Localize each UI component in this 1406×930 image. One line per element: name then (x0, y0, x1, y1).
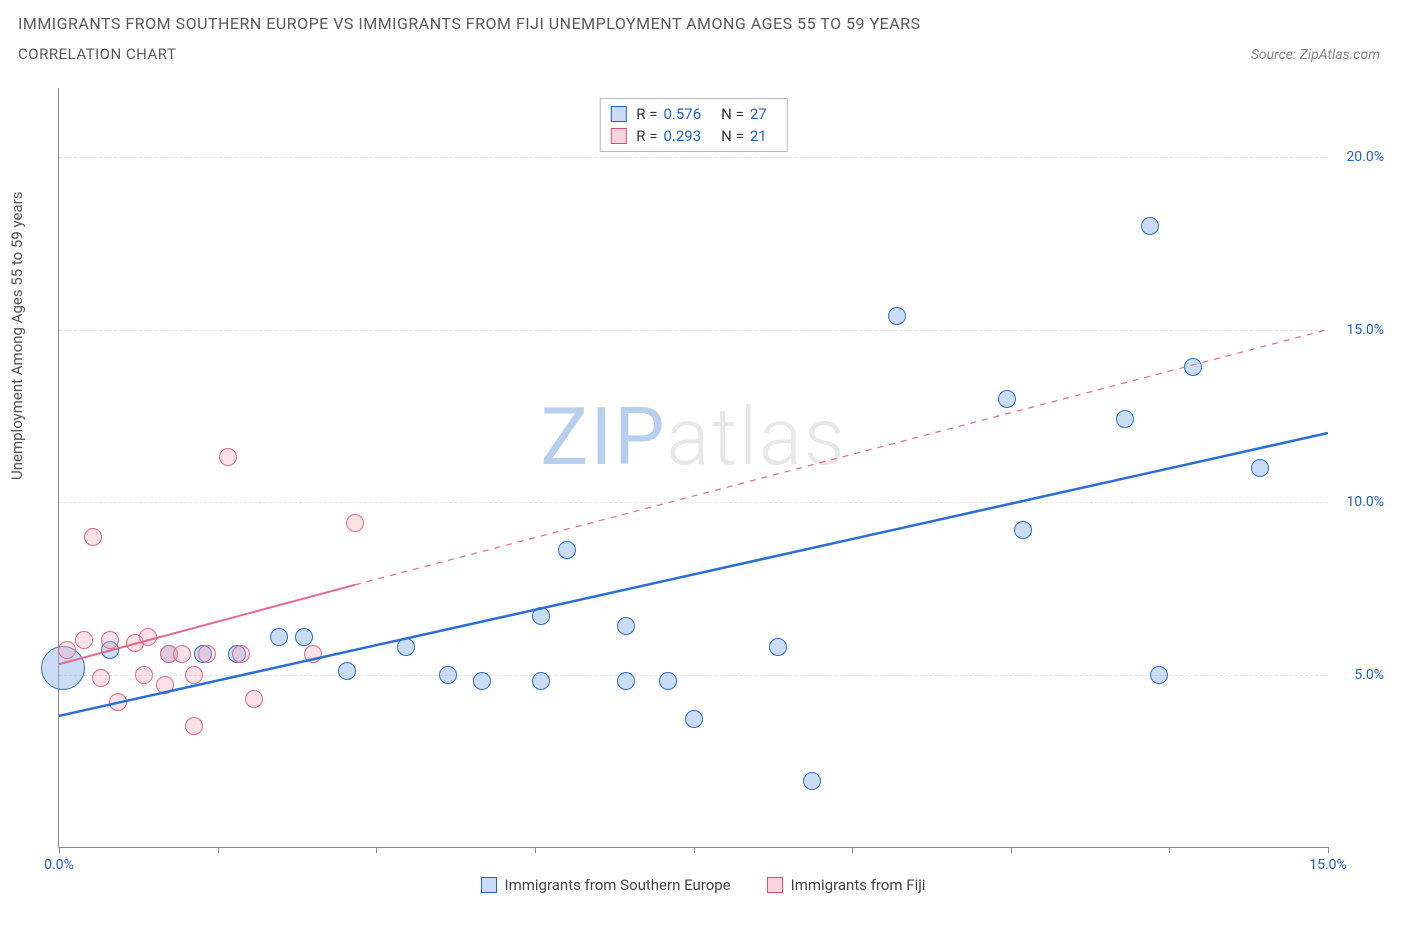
data-point (139, 628, 157, 646)
data-point (338, 662, 356, 680)
y-axis-label: Unemployment Among Ages 55 to 59 years (8, 192, 26, 480)
data-point (1150, 666, 1168, 684)
data-point (58, 641, 76, 659)
legend-n-pink: 21 (750, 125, 767, 147)
data-point (1184, 358, 1202, 376)
data-point (769, 638, 787, 656)
data-point (84, 528, 102, 546)
data-point (888, 307, 906, 325)
legend-item-blue: Immigrants from Southern Europe (481, 876, 731, 894)
data-point (295, 628, 313, 646)
subtitle-row: CORRELATION CHART Source: ZipAtlas.com (18, 45, 1388, 63)
x-tick (218, 847, 219, 853)
legend-row-pink: R = 0.293 N = 21 (610, 125, 776, 147)
legend-r-blue: 0.576 (663, 103, 701, 125)
data-point (245, 690, 263, 708)
data-point (439, 666, 457, 684)
data-point (617, 617, 635, 635)
data-point (75, 631, 93, 649)
plot-region: ZIPatlas R = 0.576 N = 27 R = 0.293 N = … (58, 88, 1328, 848)
legend-swatch-pink-2 (767, 877, 783, 893)
data-point (1141, 217, 1159, 235)
data-point (135, 666, 153, 684)
data-point (473, 672, 491, 690)
legend-swatch-pink (610, 128, 626, 144)
x-tick-label: 0.0% (44, 857, 74, 873)
x-tick (1169, 847, 1170, 853)
data-point (173, 645, 191, 663)
legend-row-blue: R = 0.576 N = 27 (610, 103, 776, 125)
data-point (998, 390, 1016, 408)
x-tick (376, 847, 377, 853)
data-point (198, 645, 216, 663)
x-tick-label: 15.0% (1309, 857, 1347, 873)
legend-r-label-2: R = (636, 125, 657, 147)
legend-swatch-blue-2 (481, 877, 497, 893)
correlation-legend: R = 0.576 N = 27 R = 0.293 N = 21 (599, 98, 787, 152)
data-point (1014, 521, 1032, 539)
series-legend: Immigrants from Southern Europe Immigran… (0, 876, 1406, 894)
x-tick (535, 847, 536, 853)
data-point (532, 607, 550, 625)
data-point (1116, 410, 1134, 428)
data-point (803, 772, 821, 790)
x-tick (59, 847, 60, 853)
data-point (101, 631, 119, 649)
legend-swatch-blue (610, 106, 626, 122)
x-tick (1011, 847, 1012, 853)
chart-area: Unemployment Among Ages 55 to 59 years Z… (0, 80, 1406, 930)
legend-n-blue: 27 (750, 103, 767, 125)
legend-label-pink: Immigrants from Fiji (791, 876, 926, 894)
data-point (109, 693, 127, 711)
chart-title: IMMIGRANTS FROM SOUTHERN EUROPE VS IMMIG… (18, 14, 1388, 33)
x-tick (1328, 847, 1329, 853)
data-point (185, 666, 203, 684)
y-tick-label: 5.0% (1334, 667, 1384, 683)
data-point (92, 669, 110, 687)
data-point (304, 645, 322, 663)
scatter-points (59, 88, 1328, 847)
data-point (558, 541, 576, 559)
chart-header: IMMIGRANTS FROM SOUTHERN EUROPE VS IMMIG… (0, 0, 1406, 63)
legend-n-label-2: N = (721, 125, 744, 147)
data-point (219, 448, 237, 466)
legend-label-blue: Immigrants from Southern Europe (505, 876, 731, 894)
x-tick (694, 847, 695, 853)
data-point (397, 638, 415, 656)
data-point (232, 645, 250, 663)
chart-subtitle: CORRELATION CHART (18, 45, 176, 63)
data-point (1251, 459, 1269, 477)
data-point (659, 672, 677, 690)
legend-item-pink: Immigrants from Fiji (767, 876, 926, 894)
data-point (617, 672, 635, 690)
legend-r-pink: 0.293 (663, 125, 701, 147)
data-point (685, 710, 703, 728)
y-tick-label: 10.0% (1334, 494, 1384, 510)
data-point (156, 676, 174, 694)
legend-r-label: R = (636, 103, 657, 125)
x-tick (852, 847, 853, 853)
data-point (185, 717, 203, 735)
data-point (532, 672, 550, 690)
data-point (346, 514, 364, 532)
data-point (270, 628, 288, 646)
y-tick-label: 15.0% (1334, 322, 1384, 338)
y-tick-label: 20.0% (1334, 149, 1384, 165)
legend-n-label: N = (721, 103, 744, 125)
source-attribution: Source: ZipAtlas.com (1251, 47, 1380, 63)
